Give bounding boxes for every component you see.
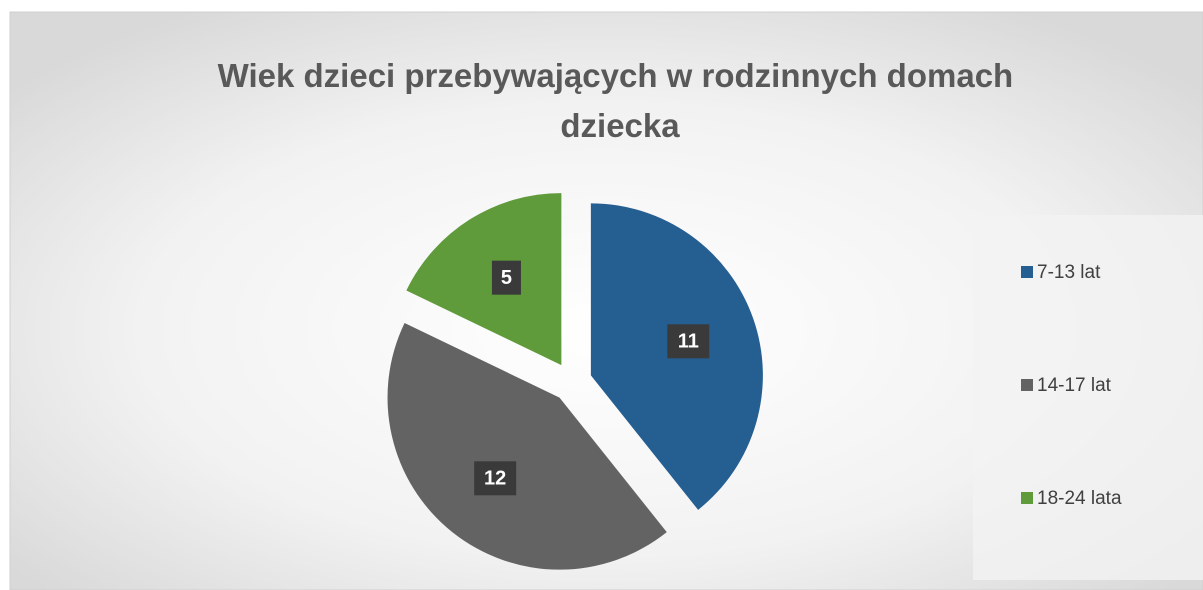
legend-box <box>973 215 1203 580</box>
legend-label: 18-24 lata <box>1037 488 1122 509</box>
title-line: dziecka <box>560 107 680 144</box>
legend-swatch <box>1021 266 1033 278</box>
data-label: 12 <box>484 468 506 490</box>
data-label-box <box>667 324 710 359</box>
legend-label: 7-13 lat <box>1037 262 1101 283</box>
pie-slice <box>406 193 562 366</box>
chart-title: Wiek dzieci przebywających w rodzinnych … <box>218 57 1023 144</box>
legend-swatch <box>1021 492 1033 504</box>
legend-label: 14-17 lat <box>1037 375 1112 396</box>
data-label: 11 <box>678 331 699 353</box>
title-line: Wiek dzieci przebywających w rodzinnych … <box>218 57 1014 94</box>
pie-slice <box>387 323 667 570</box>
legend-swatch <box>1021 379 1033 391</box>
data-label: 5 <box>501 267 512 289</box>
data-label-box <box>474 461 517 496</box>
data-label-box <box>491 260 521 295</box>
